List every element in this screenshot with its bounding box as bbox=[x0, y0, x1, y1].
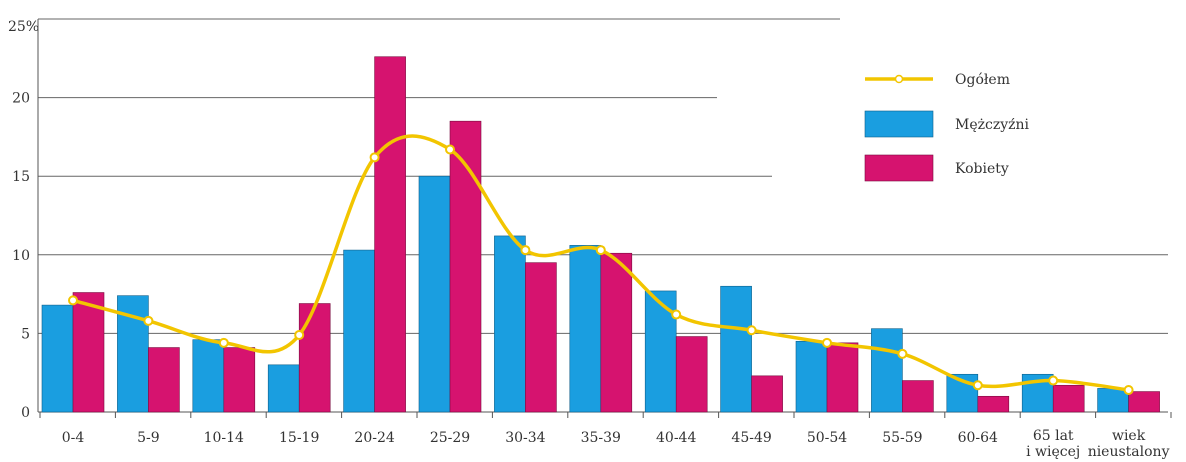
bar-men bbox=[795, 340, 828, 413]
total-line-point bbox=[1048, 375, 1059, 386]
legend-swatch-total-marker bbox=[894, 74, 904, 84]
x-tick-label: 10-14 bbox=[204, 430, 244, 446]
total-line-point bbox=[143, 315, 154, 326]
bar-women bbox=[298, 303, 331, 413]
bar-men bbox=[1097, 388, 1129, 413]
x-tick-label: 40-44 bbox=[656, 430, 696, 446]
total-line-point bbox=[822, 337, 832, 348]
x-tick-label: 60-64 bbox=[958, 430, 998, 446]
bar-women bbox=[223, 347, 256, 413]
x-tick-label: 0-4 bbox=[62, 430, 85, 446]
total-line-point bbox=[369, 152, 380, 163]
total-line-point bbox=[445, 144, 455, 155]
x-tick-label: 20-24 bbox=[354, 430, 394, 446]
y-tick-label: 25% bbox=[8, 19, 39, 35]
bar-women bbox=[977, 395, 1010, 413]
total-line-point bbox=[1123, 384, 1134, 395]
x-tick-label: 65 lat i więcej bbox=[1026, 428, 1080, 460]
x-tick-label: 30-34 bbox=[505, 430, 545, 446]
x-tick-label: wiek nieustalony bbox=[1088, 428, 1170, 460]
y-tick-label: 0 bbox=[21, 405, 30, 421]
bar-women bbox=[525, 262, 557, 413]
legend: Ogółem Mężczyźni Kobiety bbox=[864, 72, 1030, 182]
legend-label-total: Ogółem bbox=[955, 72, 1010, 88]
x-tick-label: 45-49 bbox=[731, 430, 771, 446]
bar-men bbox=[41, 304, 74, 413]
bar-women bbox=[826, 342, 859, 413]
total-line-point bbox=[218, 337, 229, 348]
bar-women bbox=[72, 292, 105, 413]
bar-men bbox=[267, 364, 300, 413]
bar-women bbox=[1052, 384, 1085, 413]
bar-men bbox=[343, 249, 375, 413]
x-tick-label: 50-54 bbox=[807, 430, 847, 446]
bar-women bbox=[148, 347, 180, 413]
bar-men bbox=[569, 245, 602, 413]
legend-label-women: Kobiety bbox=[955, 161, 1009, 177]
x-tick-label: 55-59 bbox=[882, 430, 922, 446]
bar-women bbox=[449, 120, 482, 413]
y-tick-label: 10 bbox=[12, 248, 30, 264]
bar-men bbox=[644, 290, 677, 413]
legend-swatch-women bbox=[864, 154, 934, 182]
bar-men bbox=[494, 235, 526, 413]
bar-men bbox=[192, 339, 225, 413]
x-tick-label: 25-29 bbox=[430, 430, 470, 446]
total-line-point bbox=[68, 295, 78, 306]
y-tick-label: 20 bbox=[12, 91, 30, 107]
total-line-point bbox=[897, 348, 908, 359]
bar-women bbox=[1128, 391, 1160, 413]
y-tick-label: 5 bbox=[21, 326, 30, 342]
bars bbox=[41, 56, 1160, 413]
legend-label-men: Mężczyźni bbox=[955, 117, 1030, 133]
bar-women bbox=[751, 375, 783, 413]
bar-men bbox=[720, 285, 752, 413]
bar-women bbox=[675, 336, 708, 413]
total-line bbox=[68, 134, 1134, 395]
total-line-point bbox=[746, 325, 757, 336]
bar-women bbox=[600, 252, 633, 413]
x-tick-label: 15-19 bbox=[279, 430, 319, 446]
bar-men bbox=[418, 175, 451, 413]
x-tick-label: 35-39 bbox=[581, 430, 621, 446]
bar-women bbox=[374, 56, 406, 413]
total-line-point bbox=[595, 245, 606, 256]
x-axis: 0-4 5-9 10-14 15-19 20-24 25-29 30-34 35-39 40-4… bbox=[39, 412, 1172, 460]
total-line-point bbox=[294, 329, 305, 340]
y-tick-label: 15 bbox=[12, 169, 30, 185]
total-line-point bbox=[520, 245, 531, 256]
total-line-point bbox=[972, 380, 983, 391]
y-axis: 0 5 10 15 20 25% bbox=[8, 19, 39, 421]
bar-women bbox=[902, 380, 934, 413]
bar-men bbox=[871, 328, 903, 413]
total-line-path bbox=[72, 134, 1129, 392]
x-tick-label: 5-9 bbox=[137, 430, 160, 446]
total-line-point bbox=[671, 309, 682, 320]
legend-swatch-men bbox=[864, 110, 934, 138]
